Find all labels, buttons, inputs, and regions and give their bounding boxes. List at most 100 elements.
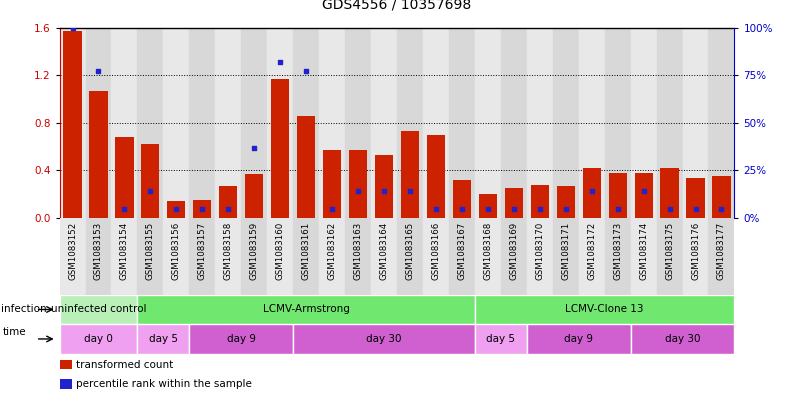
Bar: [371, 218, 397, 295]
Point: [689, 206, 702, 212]
Bar: [630, 218, 657, 295]
Point: [534, 206, 546, 212]
Text: day 5: day 5: [149, 334, 178, 344]
Bar: [397, 28, 423, 218]
Bar: [579, 28, 605, 218]
Bar: [530, 185, 549, 218]
Text: percentile rank within the sample: percentile rank within the sample: [76, 379, 252, 389]
Bar: [60, 28, 86, 218]
Text: GSM1083165: GSM1083165: [406, 222, 414, 280]
Text: GSM1083164: GSM1083164: [380, 222, 388, 280]
Text: GSM1083168: GSM1083168: [484, 222, 492, 280]
Bar: [371, 28, 397, 218]
Bar: [60, 218, 86, 295]
Text: GSM1083158: GSM1083158: [224, 222, 233, 280]
Bar: [687, 178, 704, 218]
Point: [378, 188, 391, 195]
Bar: [345, 218, 371, 295]
Bar: [86, 218, 111, 295]
Bar: [657, 218, 683, 295]
Bar: [583, 168, 601, 218]
Bar: [449, 218, 475, 295]
Point: [481, 206, 494, 212]
Text: GSM1083175: GSM1083175: [665, 222, 674, 280]
Point: [352, 188, 364, 195]
Bar: [241, 218, 268, 295]
Bar: [453, 180, 471, 218]
Bar: [553, 218, 579, 295]
Point: [92, 68, 105, 75]
Bar: [193, 200, 211, 218]
Bar: [111, 218, 137, 295]
Point: [507, 206, 520, 212]
Bar: [397, 218, 423, 295]
Text: infection: infection: [1, 305, 46, 314]
Bar: [579, 218, 605, 295]
Bar: [401, 131, 419, 218]
Point: [611, 206, 624, 212]
Bar: [349, 150, 367, 218]
Point: [430, 206, 442, 212]
Point: [663, 206, 676, 212]
Text: day 5: day 5: [487, 334, 515, 344]
Point: [456, 206, 468, 212]
Bar: [479, 194, 497, 218]
Text: GDS4556 / 10357698: GDS4556 / 10357698: [322, 0, 472, 12]
Bar: [501, 218, 526, 295]
Point: [300, 68, 313, 75]
Bar: [319, 28, 345, 218]
Bar: [683, 28, 708, 218]
Text: GSM1083156: GSM1083156: [172, 222, 181, 280]
Text: GSM1083170: GSM1083170: [535, 222, 544, 280]
Bar: [683, 218, 708, 295]
Bar: [293, 218, 319, 295]
Bar: [505, 188, 523, 218]
Text: day 9: day 9: [227, 334, 256, 344]
Bar: [137, 218, 164, 295]
Bar: [657, 28, 683, 218]
Bar: [271, 79, 289, 218]
Text: GSM1083155: GSM1083155: [146, 222, 155, 280]
Bar: [90, 91, 107, 218]
Text: day 30: day 30: [366, 334, 402, 344]
Point: [196, 206, 209, 212]
Text: GSM1083167: GSM1083167: [457, 222, 466, 280]
Text: GSM1083177: GSM1083177: [717, 222, 726, 280]
Point: [638, 188, 650, 195]
Bar: [293, 28, 319, 218]
Bar: [137, 295, 475, 324]
Bar: [189, 218, 215, 295]
Text: GSM1083173: GSM1083173: [613, 222, 622, 280]
Bar: [111, 28, 137, 218]
Point: [222, 206, 235, 212]
Text: GSM1083171: GSM1083171: [561, 222, 570, 280]
Bar: [501, 28, 526, 218]
Bar: [526, 28, 553, 218]
Text: GSM1083176: GSM1083176: [691, 222, 700, 280]
Text: GSM1083159: GSM1083159: [250, 222, 259, 280]
Bar: [634, 173, 653, 218]
Bar: [708, 28, 734, 218]
Text: GSM1083163: GSM1083163: [353, 222, 363, 280]
Bar: [189, 28, 215, 218]
Text: LCMV-Armstrong: LCMV-Armstrong: [263, 305, 349, 314]
Text: time: time: [3, 327, 27, 336]
Bar: [319, 218, 345, 295]
Text: day 30: day 30: [665, 334, 700, 344]
Bar: [712, 176, 730, 218]
Point: [560, 206, 572, 212]
Bar: [475, 218, 501, 295]
Bar: [268, 28, 293, 218]
Bar: [475, 28, 501, 218]
Bar: [475, 324, 526, 354]
Bar: [60, 324, 137, 354]
Bar: [630, 28, 657, 218]
Text: day 9: day 9: [565, 334, 593, 344]
Bar: [215, 218, 241, 295]
Text: GSM1083152: GSM1083152: [68, 222, 77, 280]
Bar: [423, 28, 449, 218]
Bar: [164, 218, 189, 295]
Bar: [526, 218, 553, 295]
Bar: [323, 150, 341, 218]
Point: [66, 24, 79, 31]
